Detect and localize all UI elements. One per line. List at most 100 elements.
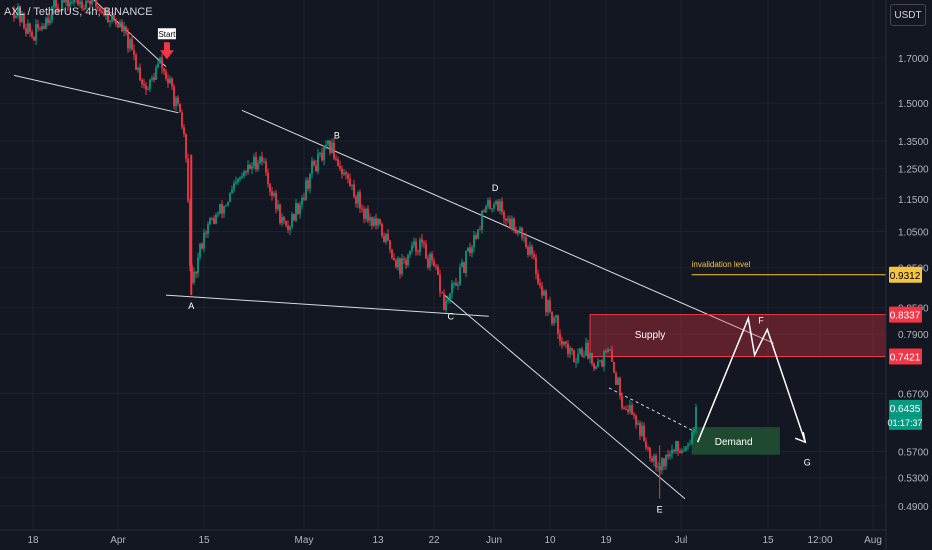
candle-body (473, 235, 475, 247)
candle-body (59, 9, 61, 11)
candle-body (557, 315, 559, 334)
candle-body (615, 372, 617, 385)
candle-body (53, 0, 55, 7)
candle-body (429, 253, 431, 268)
trendline-support (165, 294, 489, 317)
candle-body (645, 441, 647, 448)
x-tick-label: 15 (762, 535, 774, 546)
candle-body (233, 183, 235, 190)
candle-body (257, 163, 259, 170)
candle-body (141, 79, 143, 84)
candle-body (103, 13, 105, 16)
candle-body (183, 127, 185, 134)
candle-body (135, 54, 137, 70)
candle-body (391, 249, 393, 258)
candle-body (689, 444, 691, 446)
candle-body (355, 196, 357, 204)
candle-body (295, 203, 297, 221)
candle-body (541, 285, 543, 296)
candle-body (417, 251, 419, 253)
candle-body (647, 447, 649, 449)
candle-body (365, 208, 367, 219)
candle-body (617, 377, 619, 385)
candle-body (517, 230, 519, 234)
candle-body (97, 6, 99, 9)
candle-body (25, 28, 27, 34)
candle-body (223, 205, 225, 214)
candle-body (375, 218, 377, 226)
candle-body (469, 247, 471, 253)
candle-body (181, 112, 183, 128)
candle-body (591, 352, 593, 364)
candle-body (367, 208, 369, 221)
candles (13, 0, 697, 499)
candle-body (499, 201, 501, 211)
candle-body (583, 355, 585, 357)
candle-body (593, 363, 595, 369)
candle-body (213, 218, 215, 224)
candle-body (667, 454, 669, 457)
candle-body (125, 26, 127, 33)
candle-body (597, 361, 599, 367)
candle-body (459, 267, 461, 285)
candle-body (595, 366, 597, 369)
candle-body (545, 290, 547, 313)
candle-body (681, 450, 683, 453)
price-tag (889, 399, 922, 416)
candle-body (259, 156, 261, 164)
candle-body (665, 454, 667, 467)
candle-body (611, 349, 613, 362)
candle-body (553, 317, 555, 324)
candle-body (201, 243, 203, 249)
candle-body (139, 67, 141, 80)
candle-body (225, 205, 227, 207)
candle-body (585, 342, 587, 356)
candle-body (431, 253, 433, 261)
candle-body (211, 218, 213, 220)
candle-body (149, 79, 151, 89)
candle-body (457, 284, 459, 286)
candle-body (379, 219, 381, 224)
trendline-wedge-lower (13, 74, 179, 114)
candle-body (313, 160, 315, 166)
candle-body (441, 292, 443, 294)
y-tick-label: 0.6700 (898, 389, 929, 400)
candle-body (329, 140, 331, 153)
candle-body (503, 212, 505, 219)
candle-body (239, 177, 241, 180)
chart-grid (0, 0, 886, 530)
trendline-dashed (608, 387, 698, 434)
candle-body (447, 299, 449, 301)
candle-body (331, 142, 333, 153)
candle-body (265, 161, 267, 173)
candle-body (631, 405, 633, 415)
candle-body (349, 178, 351, 186)
candle-body (525, 237, 527, 247)
x-tick-label: 10 (544, 535, 556, 546)
candle-body (175, 97, 177, 107)
candle-body (45, 18, 47, 29)
x-tick-label: May (295, 535, 314, 546)
candle-body (425, 244, 427, 259)
candle-body (449, 293, 451, 300)
point-label-b: B (334, 130, 340, 140)
candle-body (579, 348, 581, 354)
candle-body (601, 360, 603, 367)
candle-body (197, 257, 199, 274)
candle-body (63, 0, 65, 3)
candle-body (669, 453, 671, 457)
candle-body (509, 218, 511, 229)
point-label-d: D (492, 183, 499, 193)
x-tick-label: 13 (372, 535, 384, 546)
x-tick-label: Jul (675, 535, 688, 546)
candle-body (401, 258, 403, 274)
x-tick-label: Jun (486, 535, 502, 546)
candle-body (643, 425, 645, 442)
zones: Supply Demand invalidation level (589, 260, 887, 455)
candle-body (537, 273, 539, 284)
countdown-tag (889, 415, 922, 430)
currency-button[interactable]: USDT (890, 4, 926, 26)
candle-body (339, 166, 341, 169)
candle-body (195, 271, 197, 274)
